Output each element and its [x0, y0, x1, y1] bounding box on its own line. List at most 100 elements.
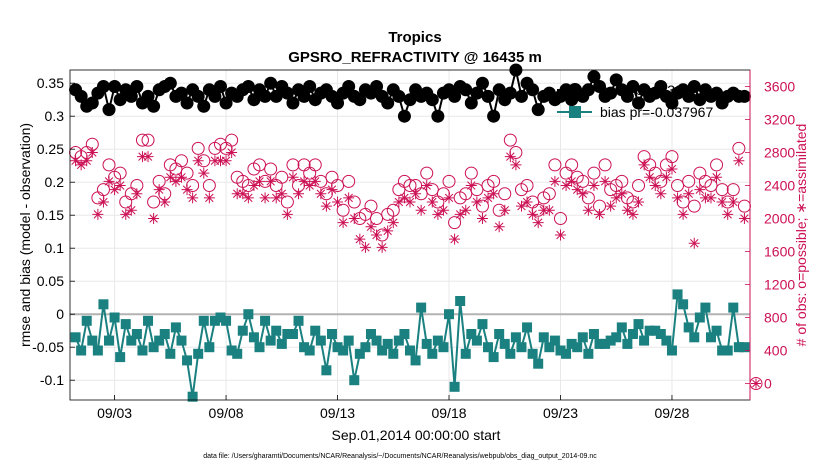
obs-assimilated-point [226, 147, 238, 158]
obs-assimilated-point [187, 192, 199, 204]
obs-possible-point [403, 179, 417, 192]
bias-point [471, 335, 482, 346]
bias-point [594, 338, 605, 349]
bias-point [187, 391, 198, 402]
bias-point [432, 335, 443, 346]
legend-bias-marker [569, 106, 581, 118]
obs-assimilated-point [649, 180, 661, 191]
obs-assimilated-point [75, 159, 87, 171]
bias-point [555, 345, 566, 356]
rmse-point [470, 86, 484, 100]
obs-possible-point [687, 199, 701, 213]
obs-assimilated-point [387, 217, 399, 229]
bias-point [221, 315, 232, 326]
obs-assimilated-point [560, 180, 572, 191]
obs-possible-point [682, 174, 696, 188]
rmse-point [710, 86, 724, 100]
obs-assimilated-point [666, 163, 678, 175]
obs-possible-point [587, 166, 601, 180]
y-left-tick-label: 0.3 [45, 108, 65, 124]
bias-point [338, 345, 349, 356]
bias-point [544, 342, 555, 353]
data-file-footnote: data file: /Users/gharamti/Documents/NCA… [203, 453, 597, 460]
obs-assimilated-point [70, 155, 82, 167]
obs-assimilated-point [348, 213, 360, 224]
y-right-tick-label: 0 [764, 376, 772, 392]
rmse-point [197, 99, 211, 113]
obs-assimilated-point [610, 192, 622, 204]
obs-possible-point [202, 179, 216, 192]
obs-possible-point [520, 179, 534, 192]
rmse-point [665, 96, 679, 110]
obs-assimilated-point [549, 175, 561, 187]
y-right-tick-label: 800 [764, 310, 788, 326]
bias-point [304, 345, 315, 356]
obs-assimilated-point [504, 151, 516, 163]
rmse-series-layer [69, 63, 751, 123]
obs-assimilated-point [521, 196, 533, 208]
bias-point [76, 345, 87, 356]
y-left-tick-label: -0.1 [40, 372, 64, 388]
bias-point [198, 315, 209, 326]
y-left-tick-label: 0.35 [37, 75, 64, 91]
bias-point [639, 335, 650, 346]
bias-point [572, 342, 583, 353]
obs-possible-point [710, 158, 724, 172]
y-right-tick-label: 400 [764, 343, 788, 359]
bias-point [276, 338, 287, 349]
bias-point [131, 329, 142, 339]
obs-possible-point [364, 199, 378, 213]
obs-assimilated-point [733, 155, 745, 167]
obs-assimilated-point [582, 204, 594, 216]
obs-assimilated-point [86, 147, 98, 158]
obs-possible-point [487, 174, 501, 188]
rmse-point [487, 109, 501, 123]
rmse-point [102, 103, 116, 117]
obs-possible-point [113, 166, 127, 180]
bias-point [92, 345, 103, 356]
bias-point [527, 348, 538, 359]
obs-assimilated-point [332, 196, 344, 208]
bias-series-layer [70, 289, 750, 402]
bias-point [371, 335, 382, 346]
bias-point [159, 329, 170, 339]
bias-point [115, 352, 126, 363]
rmse-point [269, 89, 283, 103]
rmse-point [219, 96, 233, 110]
bias-point [193, 348, 204, 359]
obs-assimilated-point [287, 171, 299, 183]
bias-point [739, 342, 750, 353]
bias-point [315, 335, 326, 346]
obs-possible-point [370, 212, 384, 225]
bias-point [644, 325, 655, 336]
rmse-point [632, 96, 646, 110]
bias-point [455, 296, 466, 306]
rmse-point [241, 80, 255, 93]
obs-assimilated-point [655, 188, 667, 200]
bias-point [700, 302, 711, 313]
bias-point [176, 335, 187, 346]
obs-assimilated-point [616, 188, 628, 200]
obs-possible-point [442, 174, 456, 188]
obs-assimilated-point [437, 204, 449, 216]
rmse-point [74, 89, 88, 103]
bias-point [583, 348, 594, 359]
bias-point [120, 319, 131, 330]
obs-assimilated-point [482, 192, 494, 204]
obs-possible-point [715, 183, 729, 197]
rmse-point [370, 80, 384, 93]
rmse-point [280, 86, 294, 100]
zero-count-marker-asterisk [751, 378, 761, 389]
obs-assimilated-point [242, 192, 254, 204]
tick-layer: 09/03 09/08 09/13 09/18 09/23 09/28 -0.1 -0.05 0… [32, 70, 795, 421]
y-right-tick-label: 2400 [764, 178, 795, 194]
bias-point [332, 342, 343, 353]
obs-possible-point [548, 158, 562, 172]
bias-point [516, 342, 527, 353]
bias-point [137, 345, 148, 356]
rmse-point [96, 80, 110, 93]
bias-point [410, 355, 421, 366]
obs-possible-point [264, 162, 278, 176]
bias-point [170, 322, 181, 333]
